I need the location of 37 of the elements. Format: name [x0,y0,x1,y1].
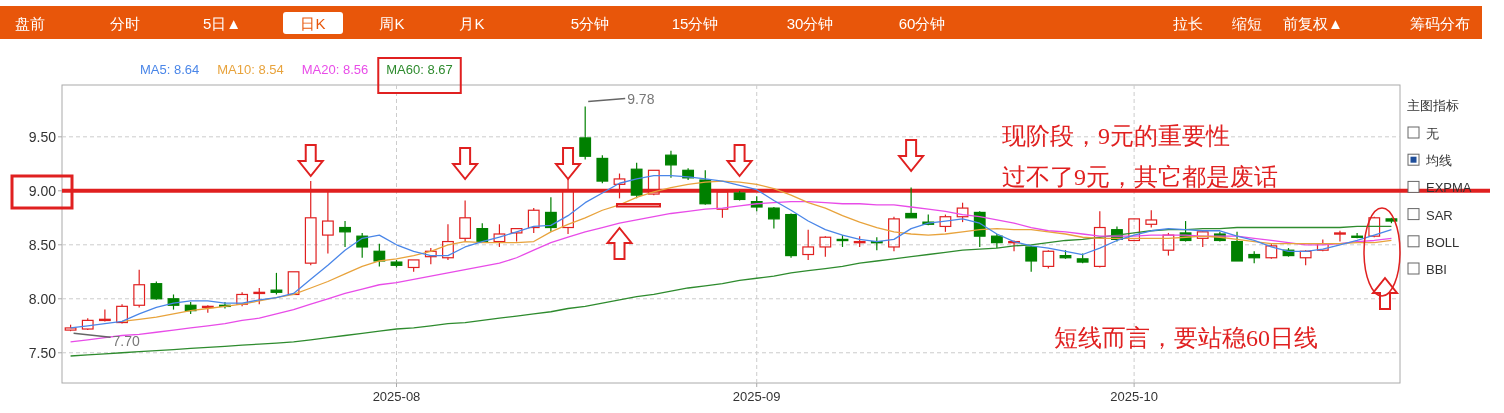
text: BOLL [1426,234,1460,250]
text: MA5: 8.64 [140,62,200,77]
y-tick-label: 9.00 [28,182,57,199]
y-tick-label: 9.50 [28,128,57,145]
text: 5日▲ [202,15,242,32]
y-tick-label: 8.00 [28,290,57,307]
text: 60分钟 [898,15,946,32]
x-tick-label: 2025-10 [1110,389,1158,404]
x-tick-label: 2025-08 [372,389,421,404]
text: 拉长 [1173,15,1203,32]
text: 月K [459,15,485,32]
text: SAR [1426,207,1453,223]
text: 无 [1426,126,1439,141]
annotation: 过不了9元，其它都是废话 [1002,164,1278,190]
x-tick-label: 2025-09 [732,389,781,404]
text: MA60: 8.67 [386,62,453,77]
annotation: 短线而言，要站稳60日线 [1054,325,1318,351]
text: 15分钟 [671,15,719,32]
text: 缩短 [1232,15,1262,32]
annotation: 7.70 [112,333,141,350]
text: 周K [379,15,405,32]
annotation: 现阶段，9元的重要性 [1002,123,1230,149]
text: 分时 [110,15,140,32]
y-tick-label: 8.50 [28,236,57,253]
text: MA10: 8.54 [217,62,284,77]
text: 盘前 [15,15,45,32]
text: 日K [300,15,326,32]
text: 主图指标 [1407,98,1459,113]
annotation: 9.78 [627,90,655,107]
text: BBI [1426,262,1447,277]
text: 5分钟 [570,15,610,32]
text: 前复权▲ [1283,15,1343,32]
text: 筹码分布 [1410,15,1470,32]
text: 30分钟 [786,15,834,32]
text: 均线 [1425,153,1452,169]
text: MA20: 8.56 [301,62,369,77]
y-tick-label: 7.50 [28,344,57,361]
